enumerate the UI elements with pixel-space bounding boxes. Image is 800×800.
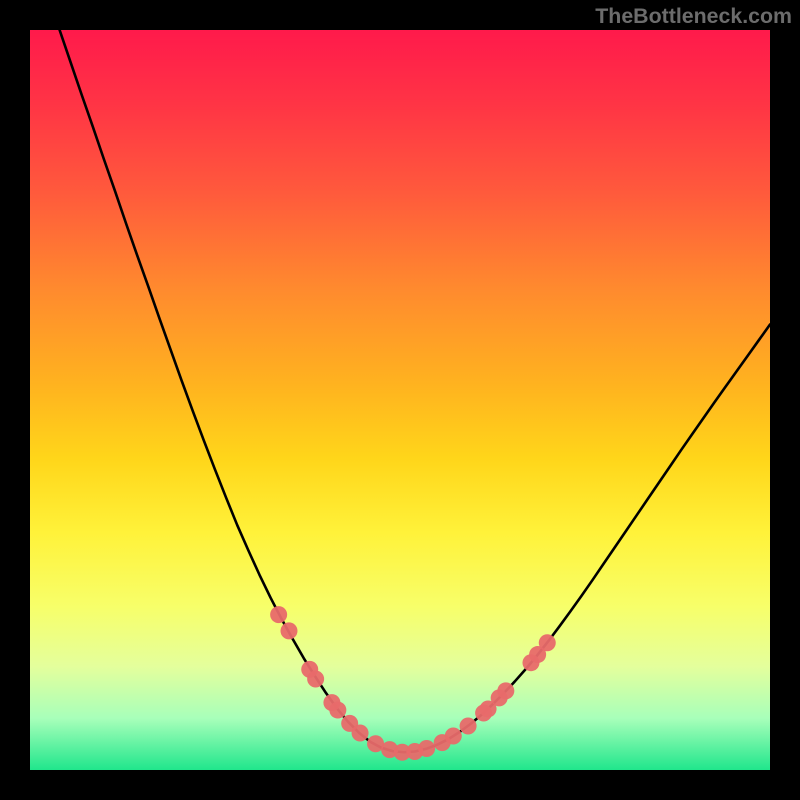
- curve-marker: [460, 717, 477, 734]
- plot-area: [30, 30, 770, 770]
- watermark-label: TheBottleneck.com: [595, 4, 792, 29]
- curve-marker: [539, 634, 556, 651]
- curve-marker: [352, 725, 369, 742]
- chart-stage: TheBottleneck.com: [0, 0, 800, 800]
- curve-marker: [307, 670, 324, 687]
- curve-marker: [497, 682, 514, 699]
- chart-svg: [30, 30, 770, 770]
- curve-marker: [281, 622, 298, 639]
- curve-marker: [445, 727, 462, 744]
- gradient-background: [30, 30, 770, 770]
- curve-marker: [270, 606, 287, 623]
- curve-marker: [329, 702, 346, 719]
- curve-marker: [418, 740, 435, 757]
